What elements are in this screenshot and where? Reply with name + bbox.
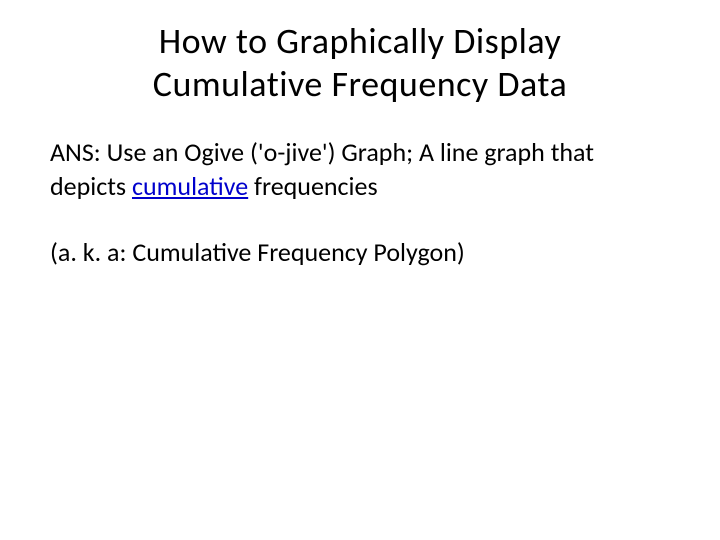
slide-title: How to Graphically Display Cumulative Fr… — [50, 20, 670, 106]
answer-suffix: frequencies — [248, 170, 377, 202]
title-line-1: How to Graphically Display — [159, 19, 562, 63]
answer-paragraph: ANS: Use an Ogive ('o-jive') Graph; A li… — [50, 136, 670, 204]
highlighted-word: cumulative — [132, 170, 248, 202]
aka-paragraph: (a. k. a: Cumulative Frequency Polygon) — [50, 236, 670, 270]
title-line-2: Cumulative Frequency Data — [153, 62, 568, 106]
